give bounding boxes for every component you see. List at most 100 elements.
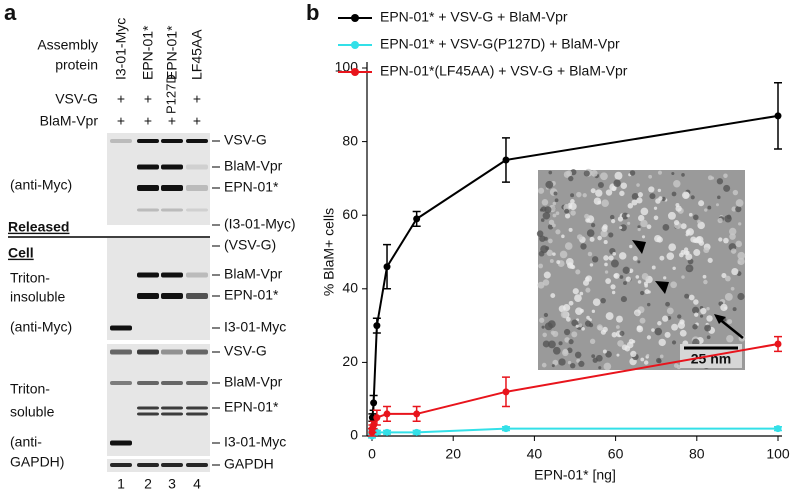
inset-speck <box>550 293 556 299</box>
inset-speck <box>574 294 582 302</box>
inset-speck <box>617 216 624 222</box>
inset-speck <box>605 351 612 358</box>
row-mark: + <box>144 113 152 129</box>
y-tick-label: 80 <box>342 132 358 148</box>
row-mark: + <box>117 113 125 129</box>
series-line <box>371 427 778 437</box>
right-label: BlaM-Vpr <box>224 158 283 174</box>
legend-marker <box>351 41 359 49</box>
left-label: Triton- <box>10 381 50 397</box>
row-mark: + <box>193 113 201 129</box>
band <box>110 139 132 143</box>
arrowhead <box>632 240 669 294</box>
inset-speck <box>737 251 746 260</box>
inset-speck <box>543 271 551 279</box>
inset-speck <box>641 235 646 239</box>
blot <box>107 238 210 340</box>
inset-speck <box>638 214 645 222</box>
inset-speck <box>542 332 547 338</box>
inset-speck <box>551 223 556 228</box>
data-point <box>413 410 421 418</box>
inset-speck <box>662 224 670 231</box>
inset-speck <box>590 223 596 228</box>
inset-speck <box>595 189 603 197</box>
inset-speck <box>597 181 604 189</box>
left-label: GAPDH) <box>10 454 64 470</box>
inset-speck <box>644 283 648 288</box>
inset-speck <box>564 242 573 250</box>
inset-speck <box>646 353 650 357</box>
left-label: (anti- <box>10 434 42 450</box>
data-point <box>373 414 381 422</box>
inset-speck <box>602 326 608 333</box>
inset-speck <box>568 227 573 232</box>
inset-speck <box>646 335 652 340</box>
inset-speck <box>728 227 737 236</box>
inset-speck <box>655 198 661 204</box>
left-label: insoluble <box>10 289 65 305</box>
inset-speck <box>629 170 636 176</box>
inset-speck <box>611 219 616 224</box>
inset-speck <box>563 203 571 211</box>
right-label: BlaM-Vpr <box>224 266 283 282</box>
inset-speck <box>738 222 742 226</box>
band <box>161 139 183 143</box>
right-label: GAPDH <box>224 456 274 472</box>
inset-speck <box>570 193 575 198</box>
x-tick-label: 100 <box>766 446 790 462</box>
inset-speck <box>723 184 731 192</box>
inset-speck <box>737 292 745 301</box>
inset-speck <box>704 324 712 332</box>
inset-speck <box>692 306 700 314</box>
inset-speck <box>620 296 627 303</box>
inset-speck <box>608 232 614 238</box>
inset-speck <box>666 307 674 315</box>
inset-speck <box>611 331 618 338</box>
right-label: EPN-01* <box>224 399 279 415</box>
left-label: soluble <box>10 404 55 420</box>
band <box>186 208 208 212</box>
inset-speck <box>654 234 662 243</box>
inset-speck <box>670 281 677 289</box>
inset-speck <box>585 287 591 293</box>
band <box>137 406 159 410</box>
inset-speck <box>586 229 595 237</box>
inset-speck <box>619 226 623 230</box>
inset-speck <box>673 180 681 188</box>
inset-speck <box>671 191 677 197</box>
inset-speck <box>693 214 699 221</box>
inset-speck <box>572 288 579 295</box>
inset-speck <box>646 224 652 230</box>
data-point <box>370 399 378 407</box>
inset-speck <box>735 206 742 213</box>
inset-speck <box>558 341 563 346</box>
inset-speck <box>602 349 607 354</box>
band <box>161 164 183 170</box>
band <box>137 349 159 355</box>
band <box>186 406 208 410</box>
inset-speck <box>661 196 666 202</box>
inset-speck <box>664 331 671 338</box>
inset-speck <box>648 186 655 193</box>
inset-speck <box>616 353 620 357</box>
inset-speck <box>627 221 631 225</box>
inset-speck <box>554 198 559 203</box>
inset-speck <box>637 260 641 264</box>
band <box>161 293 183 299</box>
inset-speck <box>591 256 599 263</box>
inset-speck <box>636 183 640 187</box>
inset-speck <box>684 293 690 299</box>
inset-speck <box>555 211 560 216</box>
inset-speck <box>690 195 695 200</box>
inset-speck <box>549 259 554 263</box>
row-label: BlaM-Vpr <box>40 113 99 129</box>
inset-speck <box>541 325 545 329</box>
inset-speck <box>547 238 553 244</box>
data-point <box>774 425 782 433</box>
inset-speck <box>603 255 609 261</box>
inset-speck <box>647 290 651 294</box>
data-point <box>413 428 421 436</box>
inset-speck <box>552 346 561 355</box>
band <box>161 406 183 410</box>
inset-speck <box>586 315 590 320</box>
